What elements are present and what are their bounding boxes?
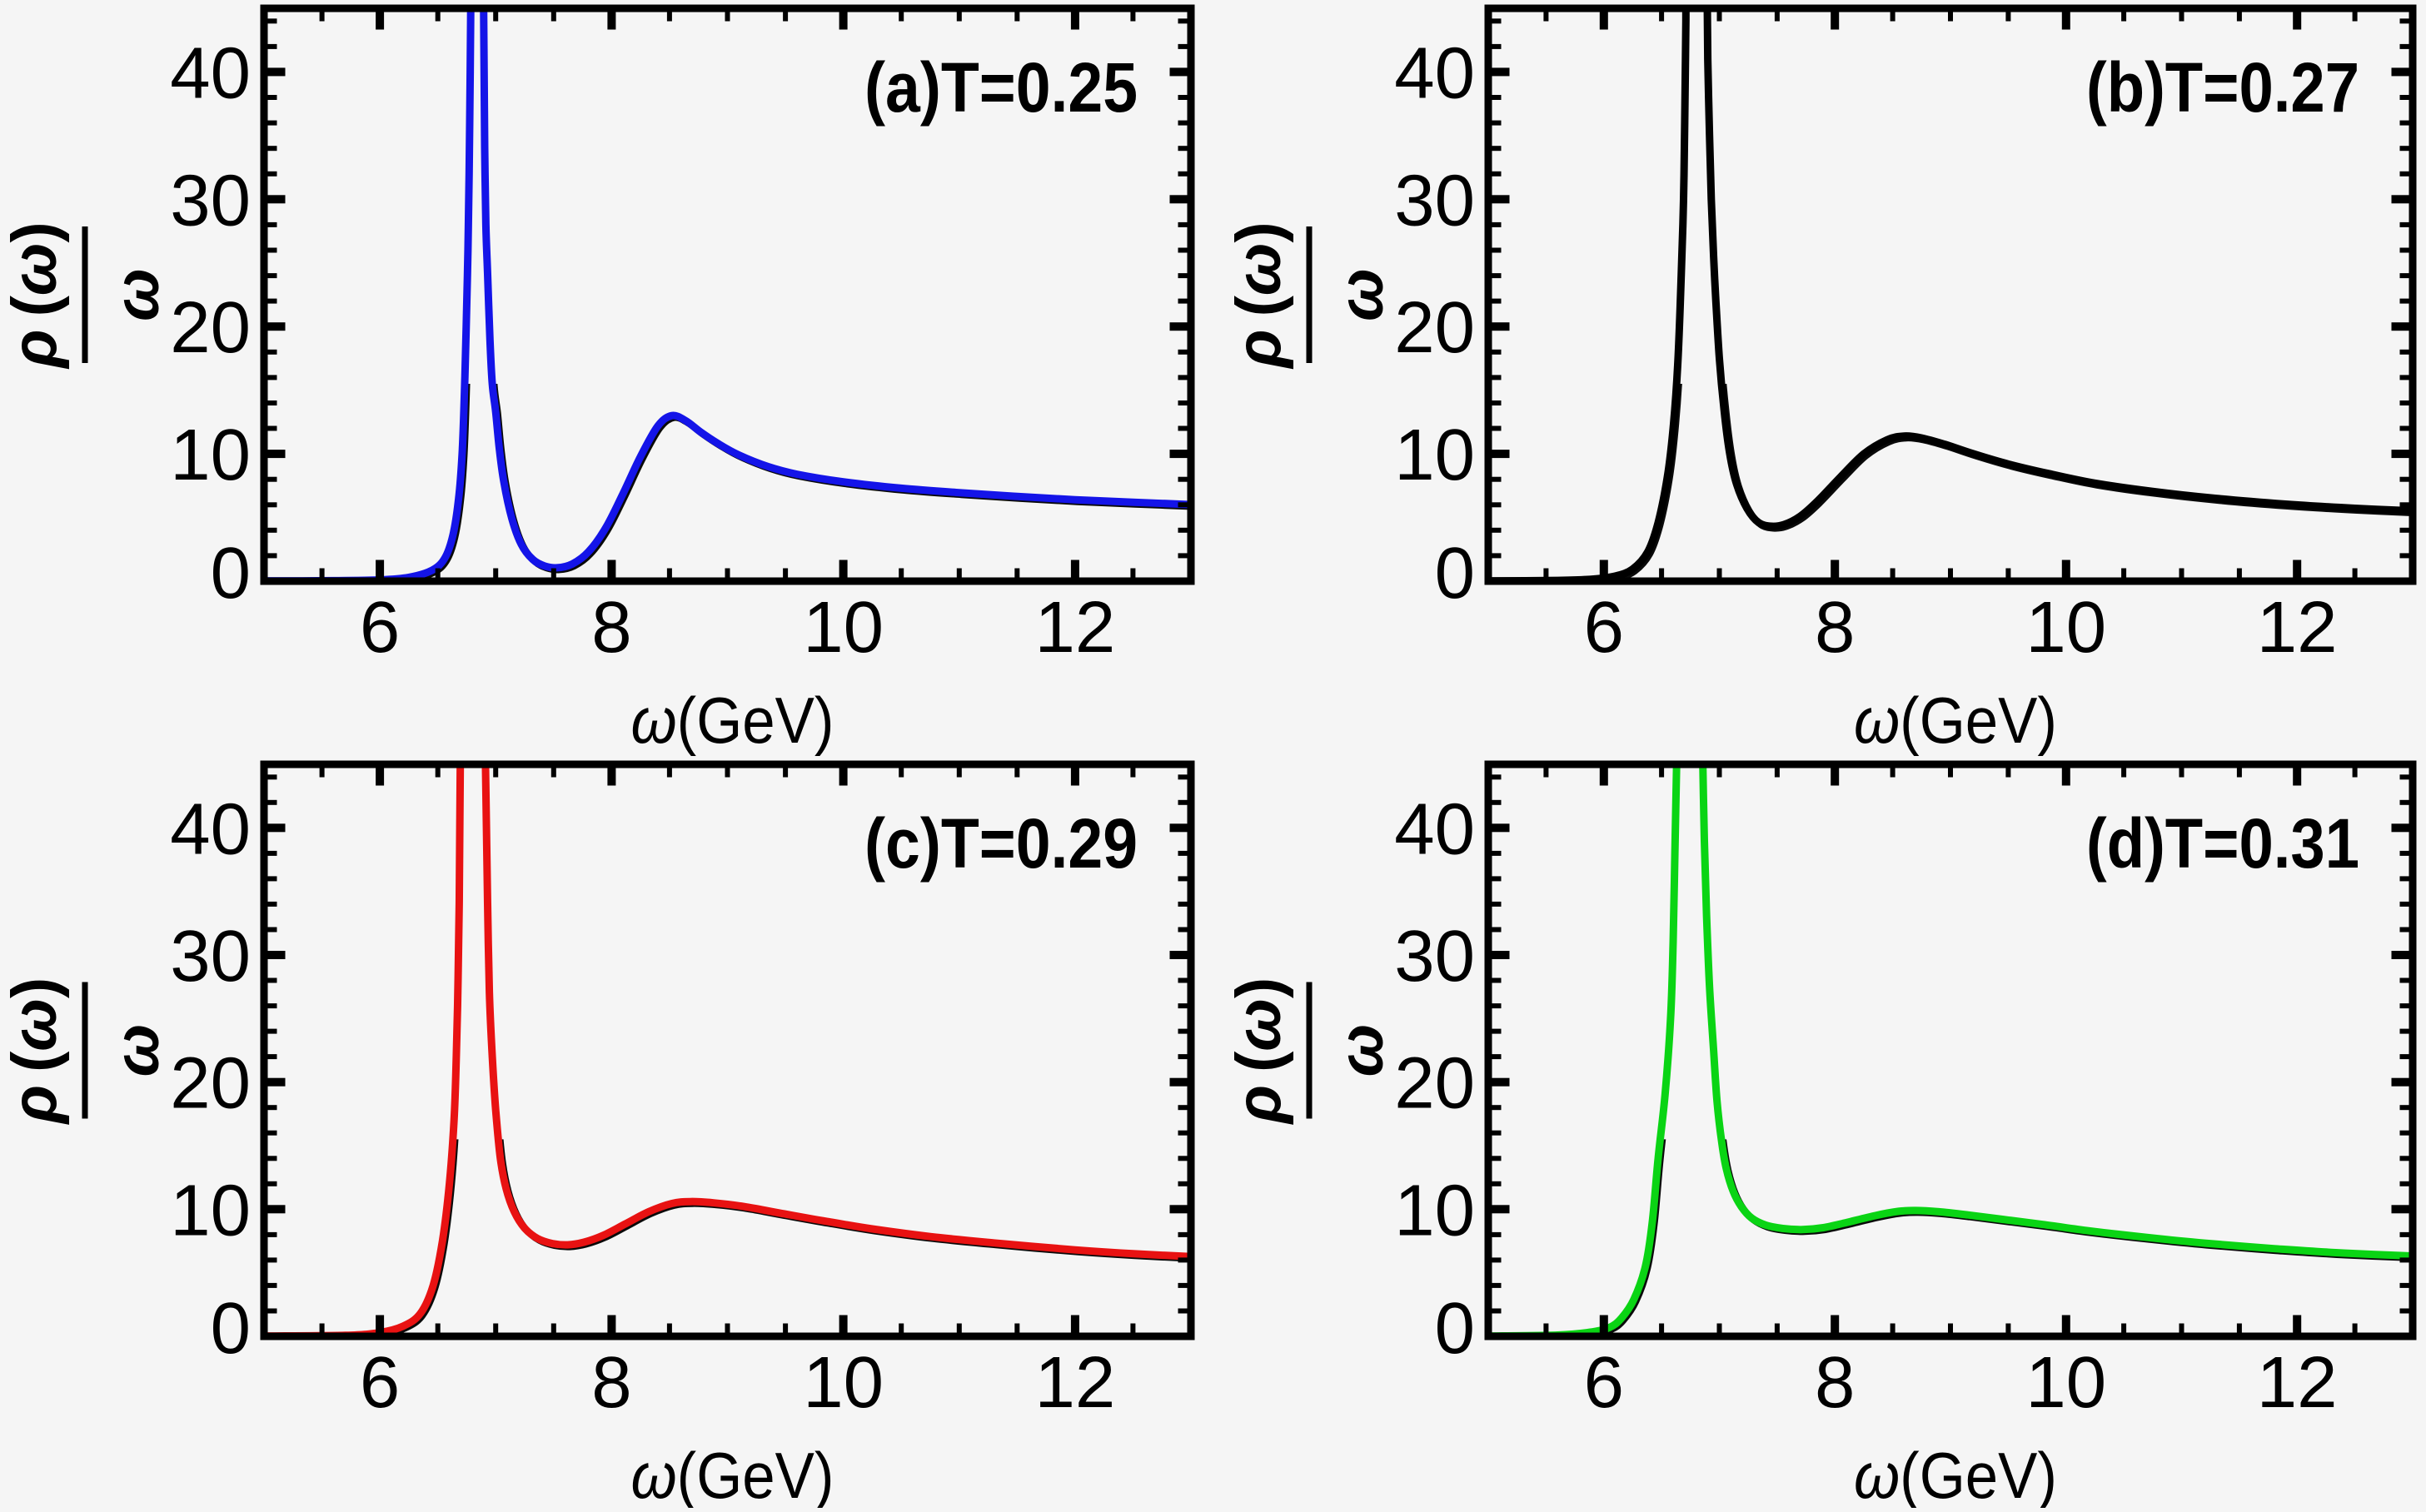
svg-text:ω(GeV): ω(GeV) (1854, 684, 2057, 757)
svg-text:0: 0 (211, 533, 251, 614)
svg-text:40: 40 (1394, 32, 1475, 113)
svg-text:0: 0 (1435, 533, 1475, 614)
svg-text:40: 40 (1394, 788, 1475, 869)
svg-text:10: 10 (2025, 1342, 2106, 1423)
svg-text:20: 20 (1394, 1043, 1475, 1124)
svg-text:6: 6 (360, 1342, 400, 1423)
svg-text:40: 40 (170, 788, 251, 869)
svg-text:20: 20 (1394, 287, 1475, 368)
svg-text:30: 30 (1394, 160, 1475, 241)
svg-text:(b)T=0.27: (b)T=0.27 (2086, 48, 2359, 127)
svg-text:10: 10 (803, 1342, 884, 1423)
svg-text:12: 12 (2257, 587, 2338, 668)
svg-text:(d)T=0.31: (d)T=0.31 (2086, 804, 2359, 883)
svg-text:ω(GeV): ω(GeV) (1854, 1439, 2057, 1508)
svg-text:10: 10 (170, 1170, 251, 1251)
svg-text:10: 10 (2025, 587, 2106, 668)
svg-text:(c)T=0.29: (c)T=0.29 (864, 804, 1138, 883)
svg-text:6: 6 (1584, 587, 1624, 668)
svg-text:ω: ω (102, 1024, 172, 1077)
svg-text:40: 40 (170, 32, 251, 113)
svg-text:10: 10 (803, 587, 884, 668)
svg-text:12: 12 (1035, 587, 1116, 668)
svg-text:ω: ω (1326, 268, 1397, 321)
svg-text:30: 30 (1394, 916, 1475, 997)
svg-text:20: 20 (170, 287, 251, 368)
svg-text:8: 8 (591, 587, 631, 668)
svg-text:8: 8 (591, 1342, 631, 1423)
svg-text:10: 10 (1394, 1170, 1475, 1251)
svg-text:10: 10 (170, 415, 251, 495)
svg-text:10: 10 (1394, 415, 1475, 495)
svg-text:0: 0 (211, 1288, 251, 1369)
svg-text:20: 20 (170, 1043, 251, 1124)
svg-text:ω(GeV): ω(GeV) (631, 1439, 834, 1508)
svg-text:ρ (ω): ρ (ω) (0, 977, 70, 1125)
svg-text:6: 6 (1584, 1342, 1624, 1423)
svg-text:12: 12 (1035, 1342, 1116, 1423)
svg-text:30: 30 (170, 160, 251, 241)
svg-text:ρ (ω): ρ (ω) (1223, 977, 1294, 1125)
svg-text:30: 30 (170, 916, 251, 997)
svg-text:ω(GeV): ω(GeV) (631, 684, 834, 757)
svg-text:ρ (ω): ρ (ω) (0, 221, 70, 369)
svg-text:6: 6 (360, 587, 400, 668)
svg-text:ω: ω (102, 268, 172, 321)
svg-text:8: 8 (1815, 1342, 1855, 1423)
svg-text:8: 8 (1815, 587, 1855, 668)
svg-text:0: 0 (1435, 1288, 1475, 1369)
svg-text:(a)T=0.25: (a)T=0.25 (864, 48, 1138, 127)
svg-text:ρ (ω): ρ (ω) (1223, 221, 1294, 369)
svg-text:12: 12 (2257, 1342, 2338, 1423)
svg-text:ω: ω (1326, 1024, 1397, 1077)
